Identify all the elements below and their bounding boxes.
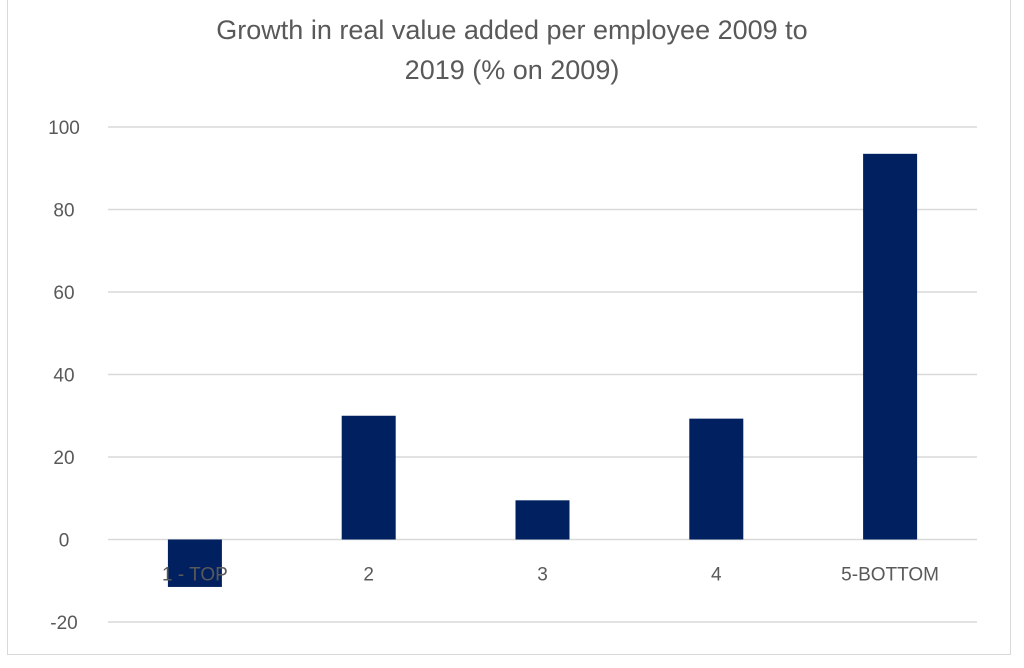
bar-4 xyxy=(689,418,744,540)
y-tick-label: 40 xyxy=(53,366,74,387)
x-category-label: 5-BOTTOM xyxy=(841,565,939,586)
bar-3 xyxy=(515,500,570,540)
y-tick-label: 60 xyxy=(53,283,74,304)
x-category-label: 1 - TOP xyxy=(162,565,228,586)
x-category-label: 3 xyxy=(537,565,548,586)
gridlines xyxy=(108,126,977,623)
y-axis-tick-labels: -20 0 20 40 60 80 100 xyxy=(48,118,80,634)
y-tick-label: 20 xyxy=(53,448,74,469)
y-tick-label: 100 xyxy=(48,118,80,139)
x-category-label: 4 xyxy=(711,565,722,586)
chart-title-line-2: 2019 (% on 2009) xyxy=(404,55,620,85)
y-tick-label: 80 xyxy=(53,201,74,222)
chart-title: Growth in real value added per employee … xyxy=(0,10,1024,90)
y-tick-label: 0 xyxy=(59,531,70,552)
x-axis-category-labels: 1 - TOP 2 3 4 5-BOTTOM xyxy=(162,565,939,586)
y-tick-label: -20 xyxy=(50,613,77,634)
chart-title-line-1: Growth in real value added per employee … xyxy=(216,15,808,45)
x-category-label: 2 xyxy=(363,565,374,586)
bars xyxy=(167,153,918,587)
bar-2 xyxy=(341,415,396,540)
bar-1 xyxy=(167,539,222,587)
bar-5 xyxy=(863,153,918,540)
